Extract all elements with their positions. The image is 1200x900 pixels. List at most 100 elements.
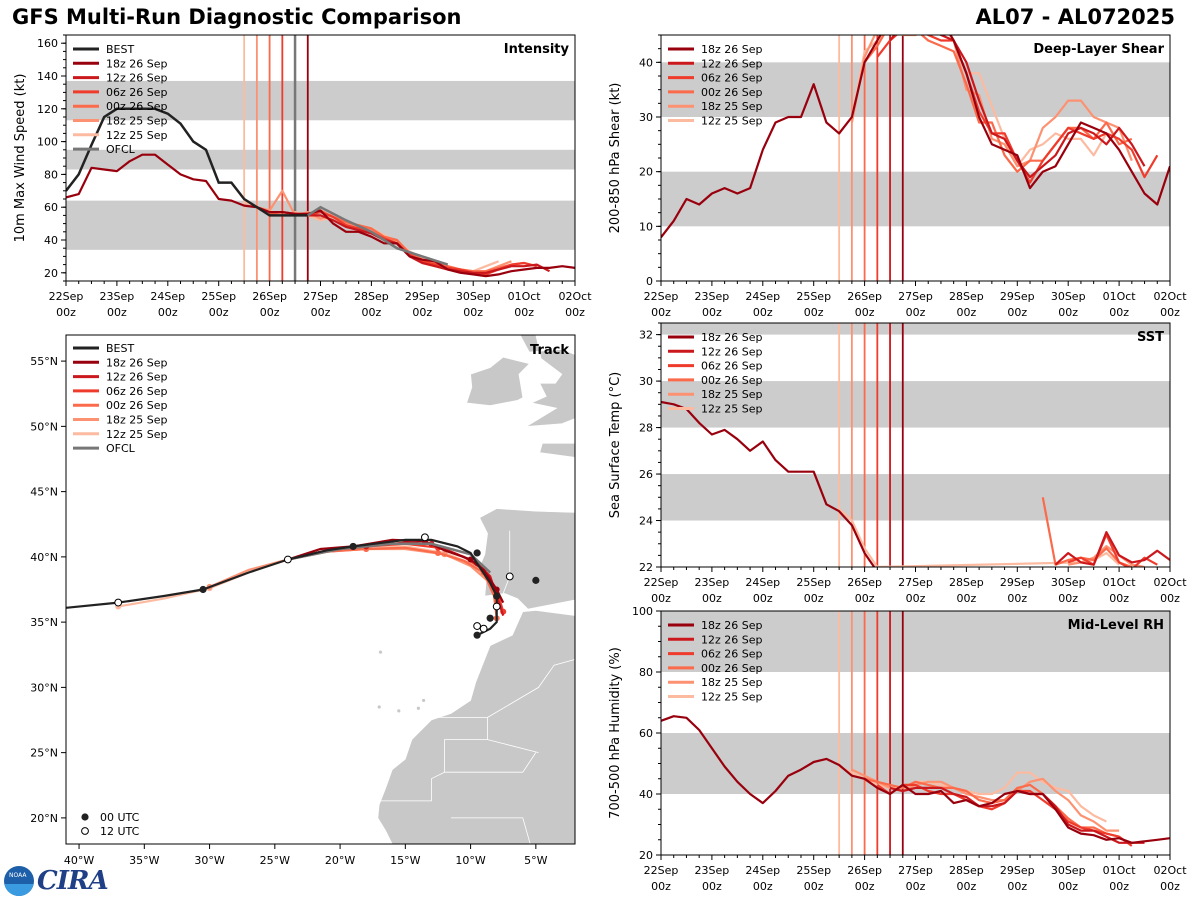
sst-xtick-label: 02Oct bbox=[1153, 576, 1187, 589]
track-best-12z-marker bbox=[479, 624, 488, 633]
sst-series-5 bbox=[838, 508, 1120, 567]
shear-ytick-label: 0 bbox=[646, 275, 653, 288]
country-border bbox=[487, 659, 575, 718]
intensity-title: Intensity bbox=[504, 42, 570, 57]
logo: NOAA CIRA bbox=[4, 866, 109, 896]
rh-xtick-label: 30Sep bbox=[1051, 864, 1086, 877]
track-legend-label: OFCL bbox=[106, 442, 136, 455]
track-title: Track bbox=[530, 343, 569, 358]
rh-legend-label: 18z 26 Sep bbox=[701, 619, 763, 632]
sst-legend-label: 12z 26 Sep bbox=[701, 345, 763, 358]
intensity-legend-label: OFCL bbox=[106, 143, 136, 156]
rh-xtick-hour: 00z bbox=[906, 880, 926, 893]
intensity-ytick-label: 100 bbox=[37, 136, 58, 149]
sst-xtick-label: 27Sep bbox=[898, 576, 933, 589]
intensity-series-1 bbox=[294, 212, 551, 274]
shear-xtick-label: 24Sep bbox=[745, 290, 780, 303]
sst-xtick-label: 26Sep bbox=[847, 576, 882, 589]
track-best-00z-marker bbox=[199, 585, 207, 594]
shear-xtick-hour: 00z bbox=[702, 306, 722, 319]
shear-xtick-label: 01Oct bbox=[1103, 290, 1137, 303]
track-best-series bbox=[66, 538, 498, 637]
track-xtick-label: 10°W bbox=[455, 854, 485, 867]
shear-xtick-hour: 00z bbox=[957, 306, 977, 319]
track-ytick-label: 45°N bbox=[30, 486, 58, 499]
track-xtick-label: 15°W bbox=[390, 854, 420, 867]
sst-xtick-label: 25Sep bbox=[796, 576, 831, 589]
track-plot-area bbox=[66, 335, 575, 844]
intensity-ytick-label: 160 bbox=[37, 37, 58, 50]
intensity-legend-label: 18z 25 Sep bbox=[106, 115, 168, 128]
land-island bbox=[377, 705, 381, 709]
shear-xtick-label: 30Sep bbox=[1051, 290, 1086, 303]
intensity-xtick-label: 27Sep bbox=[303, 290, 338, 303]
track-legend-label: 18z 26 Sep bbox=[106, 356, 168, 369]
shear-xtick-label: 25Sep bbox=[796, 290, 831, 303]
track-best-12z-marker bbox=[421, 533, 429, 542]
intensity-ytick-label: 80 bbox=[44, 168, 58, 181]
rh-xtick-hour: 00z bbox=[855, 880, 875, 893]
rh-legend-label: 00z 26 Sep bbox=[701, 662, 763, 675]
track-ytick-label: 30°N bbox=[30, 681, 58, 694]
intensity-panel: 20 40 60 80 100 120 140 160 22Sep 00z 23Sep 00z 24Se… bbox=[13, 34, 592, 319]
intensity-xtick-hour: 00z bbox=[514, 306, 534, 319]
rh-xtick-label: 22Sep bbox=[644, 864, 679, 877]
rh-panel: 20 40 60 80 100 22Sep 00z 23Sep 00z 24Sep 00z 25Sep… bbox=[608, 605, 1187, 893]
shear-ytick-label: 20 bbox=[639, 166, 653, 179]
rh-ytick-label: 80 bbox=[639, 666, 653, 679]
rh-ylabel: 700-500 hPa Humidity (%) bbox=[608, 647, 623, 819]
track-ytick-label: 40°N bbox=[30, 551, 58, 564]
shear-plot-area bbox=[661, 35, 1170, 281]
country-border bbox=[431, 717, 539, 753]
shear-legend-label: 00z 26 Sep bbox=[701, 86, 763, 99]
intensity-xtick-hour: 00z bbox=[107, 306, 127, 319]
land-island bbox=[416, 706, 420, 710]
sst-xtick-label: 24Sep bbox=[745, 576, 780, 589]
shear-ytick-label: 30 bbox=[639, 111, 653, 124]
track-xtick-label: 30°W bbox=[194, 854, 224, 867]
track-legend-label: 18z 25 Sep bbox=[106, 414, 168, 427]
intensity-legend-label: 00z 26 Sep bbox=[106, 100, 168, 113]
rh-xtick-label: 27Sep bbox=[898, 864, 933, 877]
track-frame bbox=[65, 334, 576, 845]
rh-xtick-hour: 00z bbox=[1109, 880, 1129, 893]
track-marker-legend-label: 00 UTC bbox=[100, 811, 140, 824]
track-legend-label: 12z 26 Sep bbox=[106, 371, 168, 384]
intensity-xtick-hour: 00z bbox=[412, 306, 432, 319]
rh-ytick-label: 100 bbox=[632, 605, 653, 618]
storm-id: AL07 - AL072025 bbox=[975, 5, 1176, 29]
sst-panel: 22 24 26 28 30 32 22Sep 00z 23Sep 00z 24Sep 00z 25Se… bbox=[608, 322, 1187, 605]
sst-xtick-label: 01Oct bbox=[1103, 576, 1137, 589]
sst-xtick-hour: 00z bbox=[1109, 592, 1129, 605]
cira-logo: CIRA bbox=[37, 866, 109, 896]
track-marker-legend-12z bbox=[81, 827, 89, 835]
rh-threshold-band bbox=[661, 611, 1170, 672]
sst-ylabel: Sea Surface Temp (°C) bbox=[608, 372, 623, 519]
rh-ytick-label: 40 bbox=[639, 788, 653, 801]
sst-ytick-label: 24 bbox=[639, 515, 653, 528]
track-ytick-label: 25°N bbox=[30, 747, 58, 760]
intensity-xtick-label: 25Sep bbox=[201, 290, 236, 303]
intensity-threshold-band bbox=[66, 200, 575, 250]
track-ytick-label: 50°N bbox=[30, 420, 58, 433]
shear-series-1 bbox=[889, 35, 1146, 179]
shear-xtick-hour: 00z bbox=[1160, 306, 1180, 319]
shear-ytick-label: 40 bbox=[639, 56, 653, 69]
sst-series-1 bbox=[1054, 530, 1170, 566]
land-ireland bbox=[466, 356, 530, 406]
sst-ytick-label: 28 bbox=[639, 422, 653, 435]
country-border bbox=[444, 752, 537, 773]
sst-xtick-hour: 00z bbox=[1058, 592, 1078, 605]
intensity-threshold-band bbox=[66, 80, 575, 121]
track-xtick-label: 35°W bbox=[129, 854, 159, 867]
shear-xtick-hour: 00z bbox=[753, 306, 773, 319]
intensity-series-0 bbox=[66, 153, 575, 278]
track-legend-label: 12z 25 Sep bbox=[106, 428, 168, 441]
track-ytick-label: 20°N bbox=[30, 812, 58, 825]
intensity-plot-area bbox=[66, 35, 575, 281]
track-best-00z-marker bbox=[473, 631, 481, 639]
rh-xtick-hour: 00z bbox=[651, 880, 671, 893]
shear-xtick-hour: 00z bbox=[1109, 306, 1129, 319]
sst-xtick-hour: 00z bbox=[804, 592, 824, 605]
